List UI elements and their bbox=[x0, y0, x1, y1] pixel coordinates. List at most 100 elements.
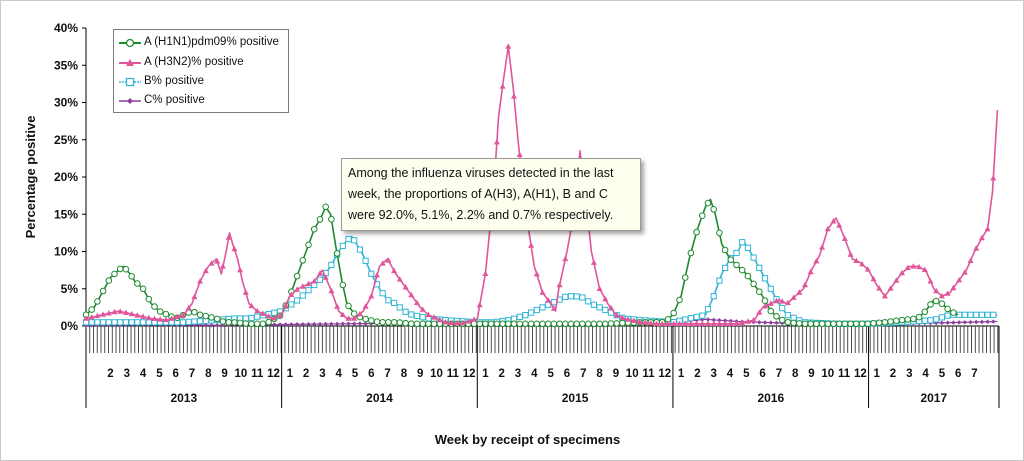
data-point bbox=[305, 241, 312, 249]
data-point bbox=[351, 315, 358, 321]
data-point bbox=[157, 316, 164, 322]
data-point bbox=[790, 294, 797, 300]
data-point bbox=[927, 301, 934, 308]
data-point bbox=[352, 321, 357, 326]
data-point bbox=[134, 312, 141, 318]
data-point bbox=[293, 272, 301, 280]
data-point bbox=[875, 319, 883, 327]
data-point bbox=[419, 320, 427, 328]
data-point bbox=[300, 322, 305, 327]
data-point bbox=[272, 322, 277, 327]
data-point bbox=[356, 310, 363, 317]
data-point bbox=[659, 320, 666, 326]
data-point bbox=[887, 318, 894, 325]
data-point bbox=[841, 320, 849, 328]
series-line bbox=[86, 235, 998, 325]
data-point bbox=[613, 320, 621, 327]
data-point bbox=[818, 320, 826, 328]
y-tick-label: 20% bbox=[54, 170, 78, 184]
data-point bbox=[83, 315, 89, 321]
data-point bbox=[859, 261, 866, 267]
data-point bbox=[762, 303, 768, 309]
data-point bbox=[265, 313, 272, 319]
month-tick-label: 4 bbox=[922, 368, 929, 380]
data-point bbox=[333, 250, 341, 257]
data-point bbox=[288, 301, 295, 308]
data-point bbox=[185, 304, 192, 311]
legend-item-c: C% positive bbox=[118, 92, 288, 110]
data-point bbox=[933, 287, 940, 294]
month-tick-label: 5 bbox=[547, 368, 554, 380]
data-point bbox=[105, 319, 112, 326]
data-point bbox=[111, 319, 118, 326]
data-point bbox=[379, 260, 386, 266]
month-tick-label: 5 bbox=[939, 368, 946, 380]
data-point bbox=[402, 319, 409, 327]
data-point bbox=[253, 320, 261, 328]
data-point bbox=[111, 270, 118, 278]
data-point bbox=[904, 264, 911, 271]
data-point bbox=[539, 320, 546, 328]
data-point bbox=[881, 293, 888, 299]
data-point bbox=[539, 304, 546, 311]
month-tick-label: 9 bbox=[613, 368, 619, 380]
month-tick-label: 2 bbox=[694, 368, 700, 380]
data-point bbox=[802, 281, 808, 288]
data-point bbox=[346, 321, 351, 326]
data-point bbox=[322, 203, 330, 211]
data-point bbox=[687, 320, 694, 326]
data-point bbox=[528, 242, 535, 248]
data-point bbox=[294, 322, 300, 327]
data-point bbox=[630, 317, 637, 323]
data-point bbox=[761, 275, 769, 282]
data-point bbox=[391, 299, 398, 306]
month-tick-label: 8 bbox=[596, 368, 603, 380]
data-point bbox=[807, 320, 815, 328]
month-tick-label: 6 bbox=[759, 368, 765, 380]
data-point bbox=[448, 319, 455, 326]
data-point bbox=[687, 315, 694, 322]
data-point bbox=[265, 318, 272, 326]
series-square bbox=[82, 235, 998, 327]
data-point bbox=[647, 320, 654, 326]
data-point bbox=[487, 320, 495, 328]
data-point bbox=[271, 315, 278, 321]
data-point bbox=[373, 318, 381, 326]
data-point bbox=[430, 320, 438, 328]
data-point bbox=[505, 43, 512, 49]
data-point bbox=[944, 312, 951, 319]
data-point bbox=[294, 297, 301, 304]
data-point bbox=[550, 305, 557, 311]
data-point bbox=[271, 309, 278, 316]
data-point bbox=[824, 320, 832, 328]
data-point bbox=[476, 320, 484, 328]
data-point bbox=[202, 312, 210, 320]
month-tick-label: 7 bbox=[776, 368, 782, 380]
data-point bbox=[505, 320, 512, 328]
triangle-marker-icon bbox=[119, 59, 141, 66]
data-point bbox=[670, 309, 678, 317]
data-point bbox=[813, 258, 820, 264]
month-tick-label: 4 bbox=[335, 368, 342, 380]
data-point bbox=[345, 315, 352, 321]
data-point bbox=[596, 320, 603, 328]
legend: A (H1N1)pdm09% positive A (H3N2)% positi… bbox=[113, 29, 289, 113]
data-point bbox=[283, 322, 288, 327]
y-tick-label: 0% bbox=[61, 319, 79, 333]
month-tick-label: 10 bbox=[821, 368, 834, 380]
data-point bbox=[545, 297, 552, 303]
data-point bbox=[522, 312, 529, 319]
data-point bbox=[750, 317, 757, 323]
data-point bbox=[151, 315, 158, 321]
data-point bbox=[796, 320, 803, 327]
data-point bbox=[299, 257, 307, 264]
month-tick-label: 11 bbox=[447, 368, 460, 380]
data-point bbox=[368, 293, 375, 299]
data-point bbox=[710, 206, 718, 213]
legend-label: B% positive bbox=[144, 75, 205, 87]
data-point bbox=[431, 314, 438, 320]
data-point bbox=[339, 242, 346, 250]
data-point bbox=[733, 249, 740, 257]
month-tick-label: 4 bbox=[727, 368, 734, 380]
data-point bbox=[979, 319, 985, 325]
